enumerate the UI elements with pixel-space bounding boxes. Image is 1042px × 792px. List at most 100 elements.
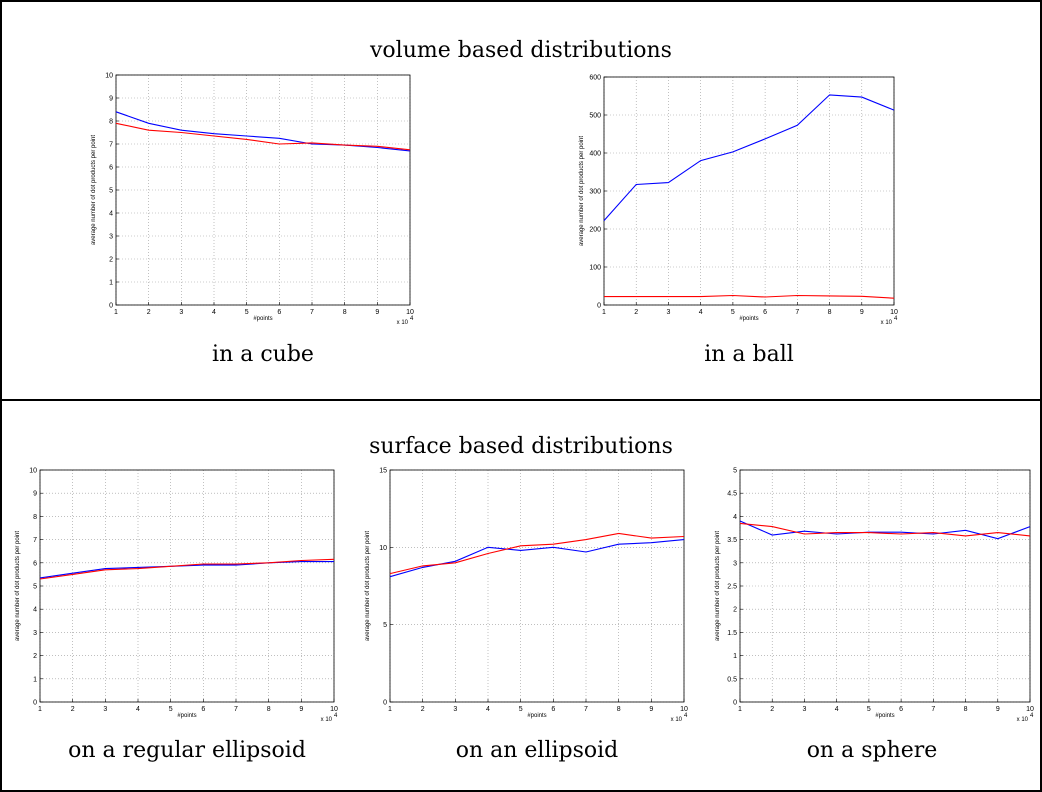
x-tick-label: 1: [388, 706, 392, 713]
x-tick-label: 9: [860, 309, 864, 316]
y-tick-label: 100: [589, 265, 601, 272]
y-tick-label: 1: [733, 653, 737, 660]
series-line-red: [604, 294, 895, 299]
y-axis-label: average number of dot products per point: [91, 135, 97, 245]
y-tick-label: 2: [33, 653, 37, 660]
x-tick-label: 4: [835, 706, 839, 713]
y-tick-label: 2: [109, 257, 113, 264]
y-tick-label: 10: [379, 545, 387, 552]
y-tick-label: 600: [589, 75, 601, 82]
x-multiplier-label: x 10: [881, 320, 893, 326]
plot-area-ellipsoid: [389, 469, 685, 703]
x-tick-label: 4: [136, 706, 140, 713]
x-tick-label: 6: [201, 706, 205, 713]
y-tick-label: 1: [109, 280, 113, 287]
x-tick-label: 9: [996, 706, 1000, 713]
y-tick-label: 0: [109, 303, 113, 310]
x-multiplier-exponent: 4: [894, 316, 898, 322]
caption-cube: in a cube: [212, 342, 314, 367]
x-tick-label: 10: [680, 706, 688, 713]
x-tick-label: 10: [1026, 706, 1034, 713]
x-tick-label: 1: [738, 706, 742, 713]
x-tick-label: 10: [330, 706, 338, 713]
y-tick-label: 0: [597, 303, 601, 310]
y-axis-label: average number of dot products per point: [15, 531, 21, 641]
y-tick-label: 400: [589, 151, 601, 158]
x-tick-label: 4: [486, 706, 490, 713]
x-multiplier-label: x 10: [1017, 717, 1029, 723]
x-tick-label: 8: [964, 706, 968, 713]
x-tick-label: 5: [245, 309, 249, 316]
y-tick-label: 9: [33, 491, 37, 498]
x-tick-label: 6: [899, 706, 903, 713]
y-tick-label: 10: [29, 468, 37, 475]
x-tick-label: 2: [421, 706, 425, 713]
x-tick-label: 1: [114, 309, 118, 316]
y-tick-label: 5: [383, 622, 387, 629]
y-tick-label: 1.5: [727, 630, 737, 637]
x-tick-label: 6: [763, 309, 767, 316]
x-axis-label: #points: [739, 316, 758, 322]
chart-ball: 1 2 3 4 5 6 7 8 9 100100200300400500600#pointsave…: [579, 75, 898, 327]
x-tick-label: 8: [617, 706, 621, 713]
x-tick-label: 10: [890, 309, 898, 316]
y-tick-label: 3.5: [727, 537, 737, 544]
y-tick-label: 0: [383, 700, 387, 707]
x-tick-label: 10: [406, 309, 414, 316]
x-tick-label: 6: [277, 309, 281, 316]
x-multiplier-exponent: 4: [410, 316, 414, 322]
x-tick-label: 6: [551, 706, 555, 713]
x-tick-label: 5: [731, 309, 735, 316]
y-tick-label: 9: [109, 96, 113, 103]
x-tick-label: 7: [931, 706, 935, 713]
y-tick-label: 8: [33, 514, 37, 521]
x-tick-label: 2: [634, 309, 638, 316]
y-tick-label: 3: [733, 560, 737, 567]
y-tick-label: 7: [33, 537, 37, 544]
series-line-red: [115, 122, 411, 151]
x-tick-label: 3: [453, 706, 457, 713]
caption-regular-ellipsoid: on a regular ellipsoid: [68, 738, 306, 763]
x-tick-label: 7: [310, 309, 314, 316]
x-tick-label: 7: [795, 309, 799, 316]
y-tick-label: 1: [33, 676, 37, 683]
x-tick-label: 8: [828, 309, 832, 316]
x-tick-label: 3: [179, 309, 183, 316]
caption-ball: in a ball: [704, 342, 794, 367]
caption-ellipsoid: on an ellipsoid: [455, 738, 619, 763]
y-tick-label: 5: [109, 188, 113, 195]
x-tick-label: 1: [602, 309, 606, 316]
y-tick-label: 15: [379, 468, 387, 475]
y-tick-label: 4.5: [727, 491, 737, 498]
y-tick-label: 10: [105, 73, 113, 80]
y-tick-label: 0: [733, 700, 737, 707]
x-tick-label: 3: [802, 706, 806, 713]
y-tick-label: 5: [33, 584, 37, 591]
chart-ellipsoid: 1 2 3 4 5 6 7 8 9 10 0 5 10 15 #points average number o…: [365, 468, 688, 724]
x-tick-label: 9: [299, 706, 303, 713]
y-axis-label: average number of dot products per point: [365, 531, 371, 641]
x-axis-label: #points: [875, 713, 894, 719]
x-tick-label: 4: [699, 309, 703, 316]
y-tick-label: 4: [33, 607, 37, 614]
x-multiplier-label: x 10: [397, 320, 409, 326]
x-tick-label: 8: [343, 309, 347, 316]
y-axis-label: average number of dot products per point: [579, 136, 585, 246]
x-tick-label: 5: [867, 706, 871, 713]
series-line-red: [389, 532, 685, 575]
x-tick-label: 2: [770, 706, 774, 713]
chart-sphere: 1 2 3 4 5 6 7 8 9 10 0 0.5 1 1.5 2 2.5 3 3.5 4 4.5 5 #points a…: [715, 468, 1034, 724]
y-tick-label: 200: [589, 227, 601, 234]
section-divider: [0, 399, 1042, 401]
x-tick-label: 3: [103, 706, 107, 713]
x-multiplier-label: x 10: [321, 717, 333, 723]
y-tick-label: 4: [109, 211, 113, 218]
x-tick-label: 2: [147, 309, 151, 316]
series-line-blue: [115, 111, 411, 152]
x-axis-label: #points: [527, 713, 546, 719]
x-tick-label: 7: [584, 706, 588, 713]
y-tick-label: 3: [109, 234, 113, 241]
x-tick-label: 8: [267, 706, 271, 713]
